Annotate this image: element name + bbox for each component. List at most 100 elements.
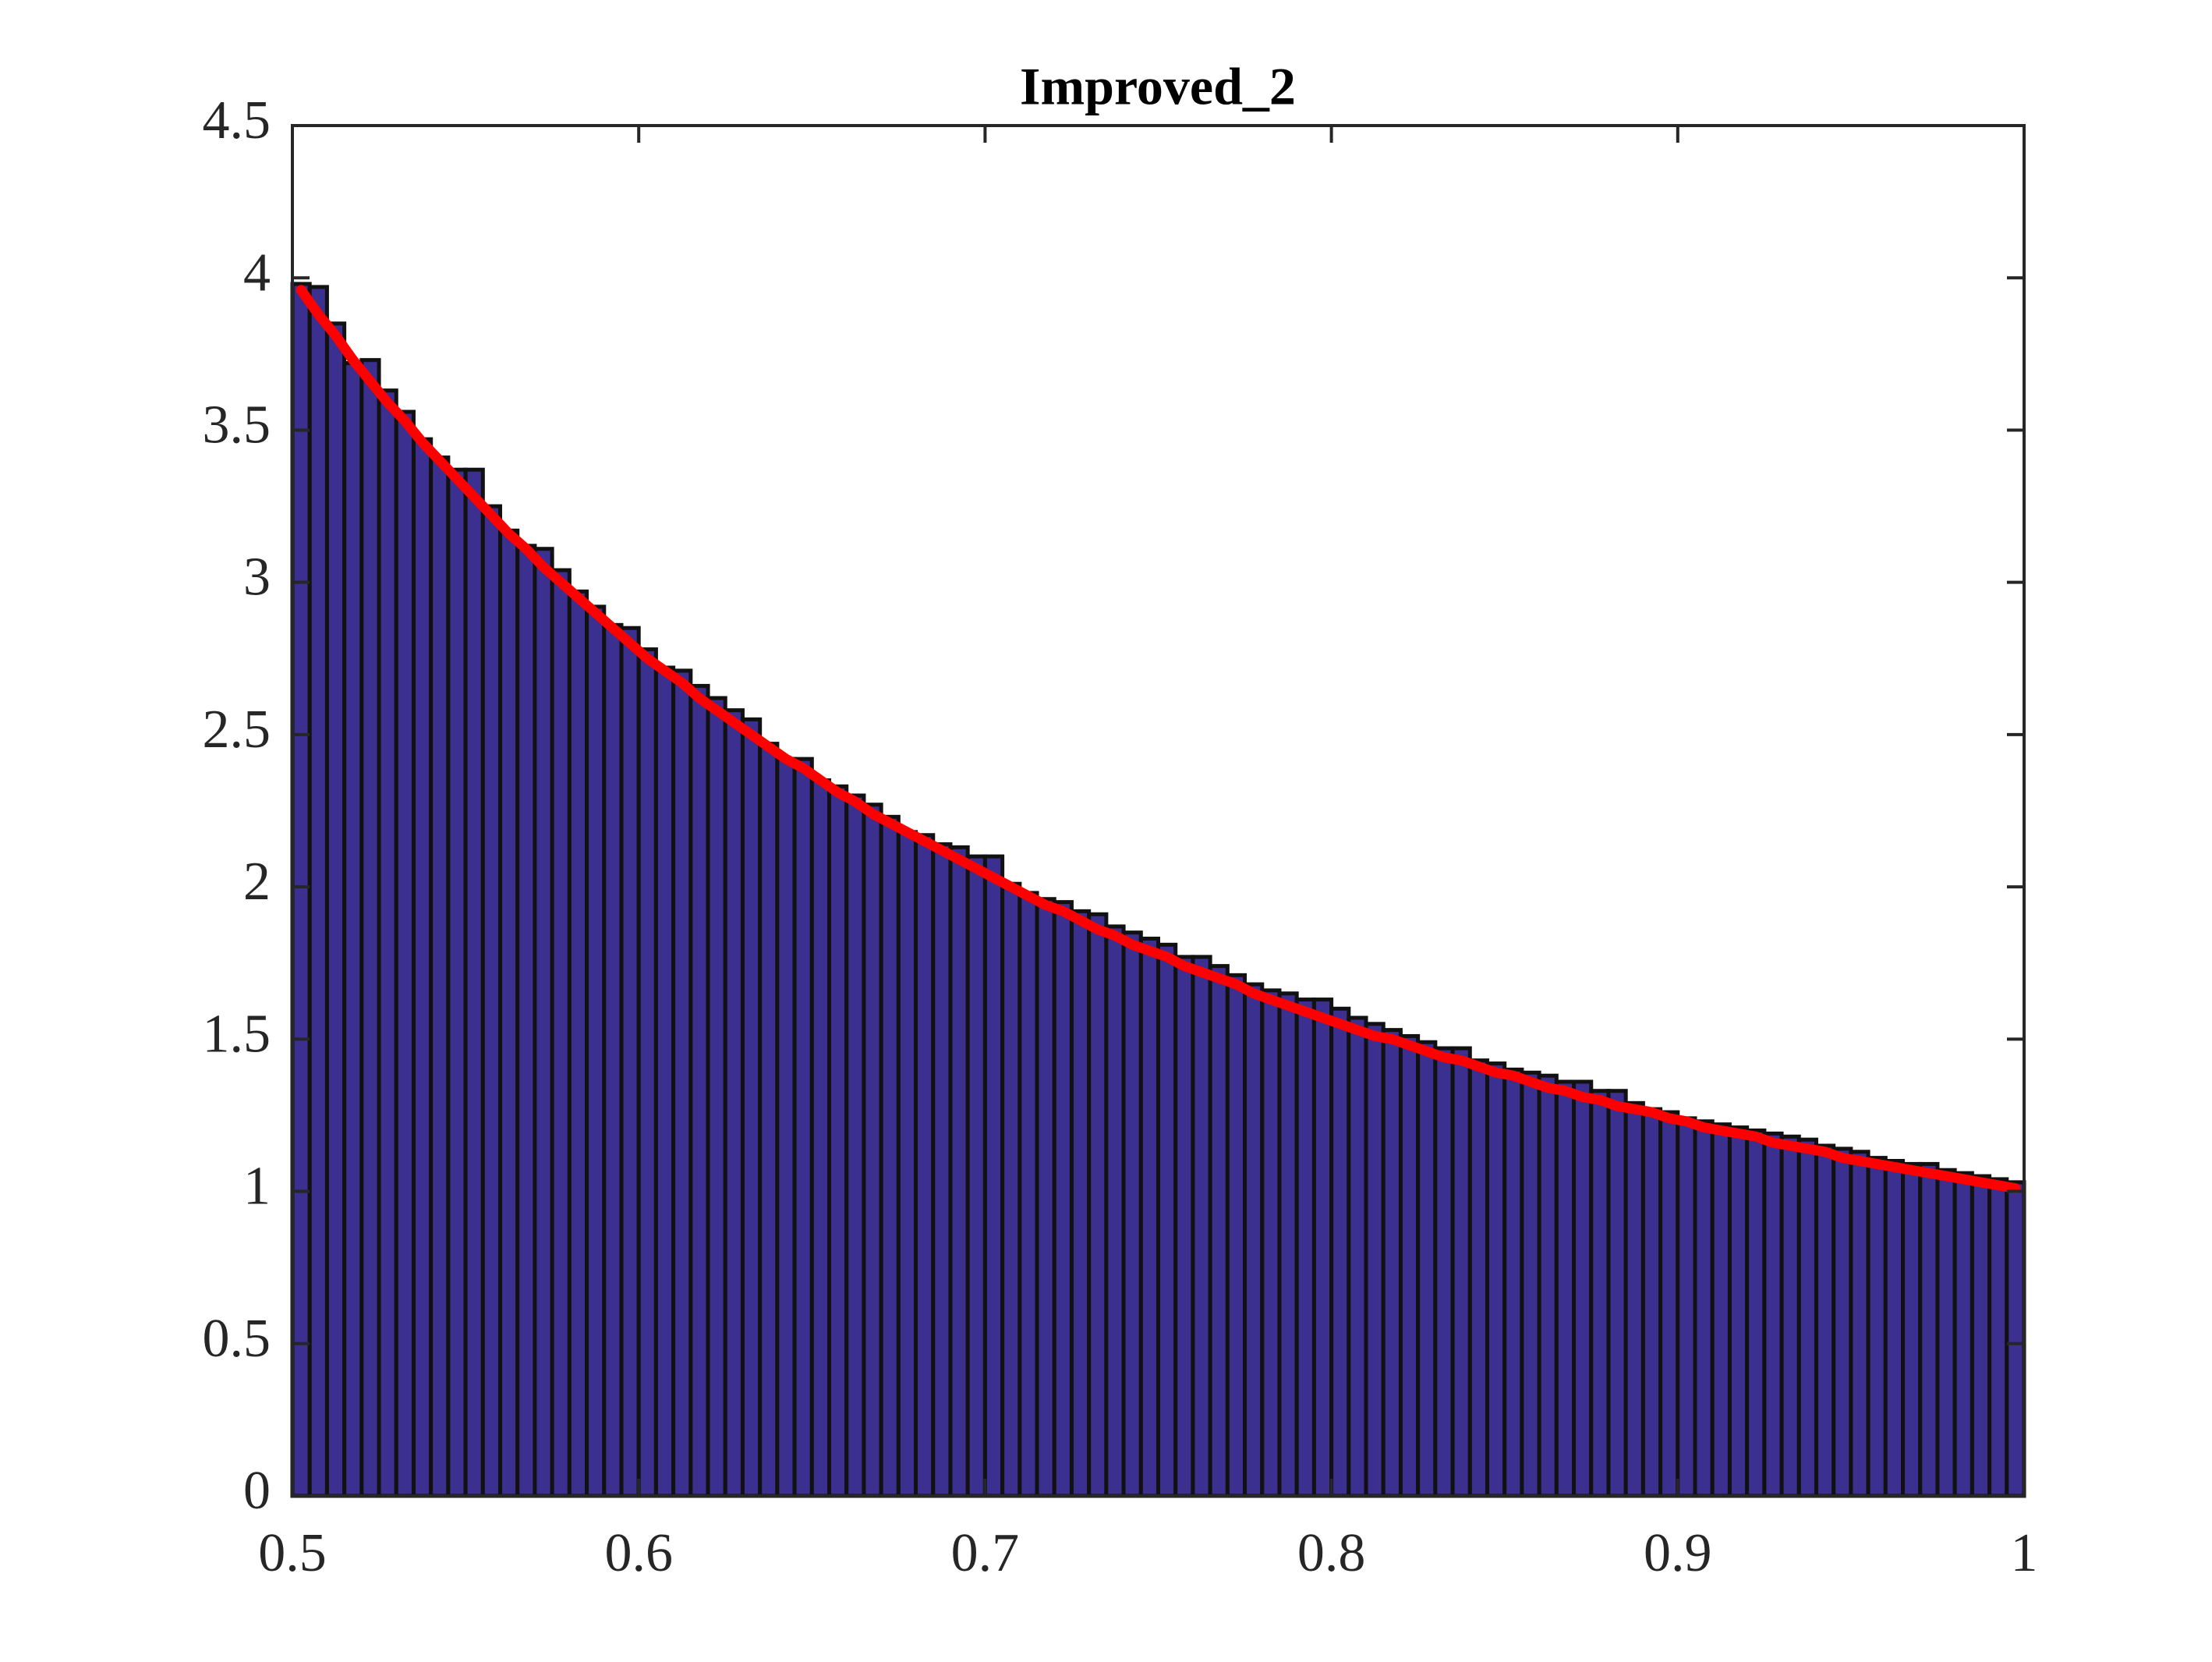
bar	[1000, 881, 1022, 1498]
bar	[827, 784, 849, 1498]
overlay-line	[296, 285, 2021, 1194]
bar	[1087, 912, 1109, 1498]
bar	[636, 647, 658, 1498]
bar	[602, 622, 624, 1498]
bar	[1225, 973, 1248, 1498]
bar	[463, 467, 485, 1498]
plot-frame	[291, 124, 2026, 1497]
bar	[914, 833, 936, 1498]
bar	[1311, 998, 1334, 1498]
bar	[1173, 955, 1195, 1498]
y-tick-label: 2	[243, 852, 271, 912]
bar	[948, 845, 970, 1498]
bar	[1208, 964, 1230, 1498]
bar	[653, 665, 676, 1498]
bar	[1381, 1028, 1403, 1498]
x-tick-label: 0.5	[258, 1523, 327, 1583]
y-tick-label: 4	[243, 243, 271, 303]
y-tick-label: 3	[243, 548, 271, 608]
bar	[1987, 1177, 2009, 1498]
bar	[1156, 942, 1178, 1498]
bar	[1277, 991, 1299, 1498]
bar	[1849, 1150, 1870, 1498]
y-tick-label: 1.5	[203, 1004, 271, 1064]
bar	[290, 282, 312, 1498]
bar	[1191, 955, 1212, 1498]
bar	[1883, 1159, 1906, 1498]
bar	[2005, 1180, 2026, 1498]
bar	[1121, 930, 1143, 1498]
y-tick-label: 1	[243, 1157, 271, 1217]
bar	[879, 814, 901, 1498]
bar	[1935, 1168, 1957, 1498]
y-tick-label: 0.5	[203, 1309, 271, 1369]
bar	[792, 757, 814, 1498]
y-tick-label: 4.5	[203, 90, 271, 151]
bar	[1035, 897, 1056, 1498]
bar	[394, 409, 416, 1498]
bar	[1260, 988, 1282, 1498]
bar	[307, 285, 329, 1498]
bar	[775, 757, 797, 1498]
bar	[1589, 1089, 1611, 1498]
bar	[1745, 1128, 1767, 1498]
bar	[1450, 1046, 1472, 1498]
bar	[1537, 1073, 1559, 1498]
bar	[498, 528, 520, 1498]
bar	[1467, 1058, 1489, 1498]
bar	[1294, 998, 1316, 1498]
bar	[896, 830, 918, 1498]
bar	[1658, 1110, 1680, 1498]
bar	[1069, 909, 1092, 1498]
bar	[1866, 1156, 1888, 1498]
bar	[1018, 891, 1039, 1498]
bar	[1710, 1122, 1732, 1498]
bar	[809, 778, 832, 1498]
bar	[1952, 1171, 1974, 1498]
bar	[429, 455, 451, 1498]
y-tick-label: 3.5	[203, 395, 271, 455]
bar	[567, 589, 589, 1498]
bar	[706, 696, 727, 1498]
bar	[1572, 1079, 1594, 1498]
bar	[723, 708, 745, 1498]
x-tick-label: 1	[2011, 1523, 2038, 1583]
bar	[965, 854, 987, 1498]
bar	[324, 321, 347, 1498]
bar	[1364, 1022, 1386, 1498]
bar	[1970, 1174, 1992, 1498]
bar	[1433, 1046, 1455, 1498]
bar	[619, 625, 641, 1498]
bar	[1727, 1125, 1750, 1498]
bar	[1814, 1143, 1836, 1498]
bar	[1520, 1070, 1541, 1498]
bar	[550, 568, 572, 1498]
bar	[1485, 1061, 1507, 1498]
x-tick-label: 0.7	[951, 1523, 1020, 1583]
bar	[1416, 1040, 1438, 1498]
bar	[342, 361, 364, 1498]
bar	[1502, 1067, 1524, 1498]
bar	[1329, 1006, 1351, 1498]
bar	[533, 547, 554, 1498]
bar	[862, 803, 883, 1498]
bar	[1138, 936, 1161, 1498]
bar	[1832, 1146, 1853, 1498]
bar	[1640, 1107, 1663, 1498]
bar	[359, 358, 381, 1498]
bar	[758, 742, 780, 1498]
x-tick-label: 0.6	[604, 1523, 673, 1583]
bar	[1693, 1119, 1715, 1498]
bar	[1901, 1161, 1923, 1498]
bar	[446, 467, 468, 1498]
bar	[515, 544, 537, 1498]
bar	[585, 604, 607, 1498]
bar	[1796, 1137, 1818, 1498]
bar	[411, 437, 434, 1498]
bar	[1676, 1116, 1697, 1498]
bar	[931, 842, 953, 1498]
bar	[1623, 1100, 1645, 1498]
bar	[1779, 1134, 1801, 1498]
